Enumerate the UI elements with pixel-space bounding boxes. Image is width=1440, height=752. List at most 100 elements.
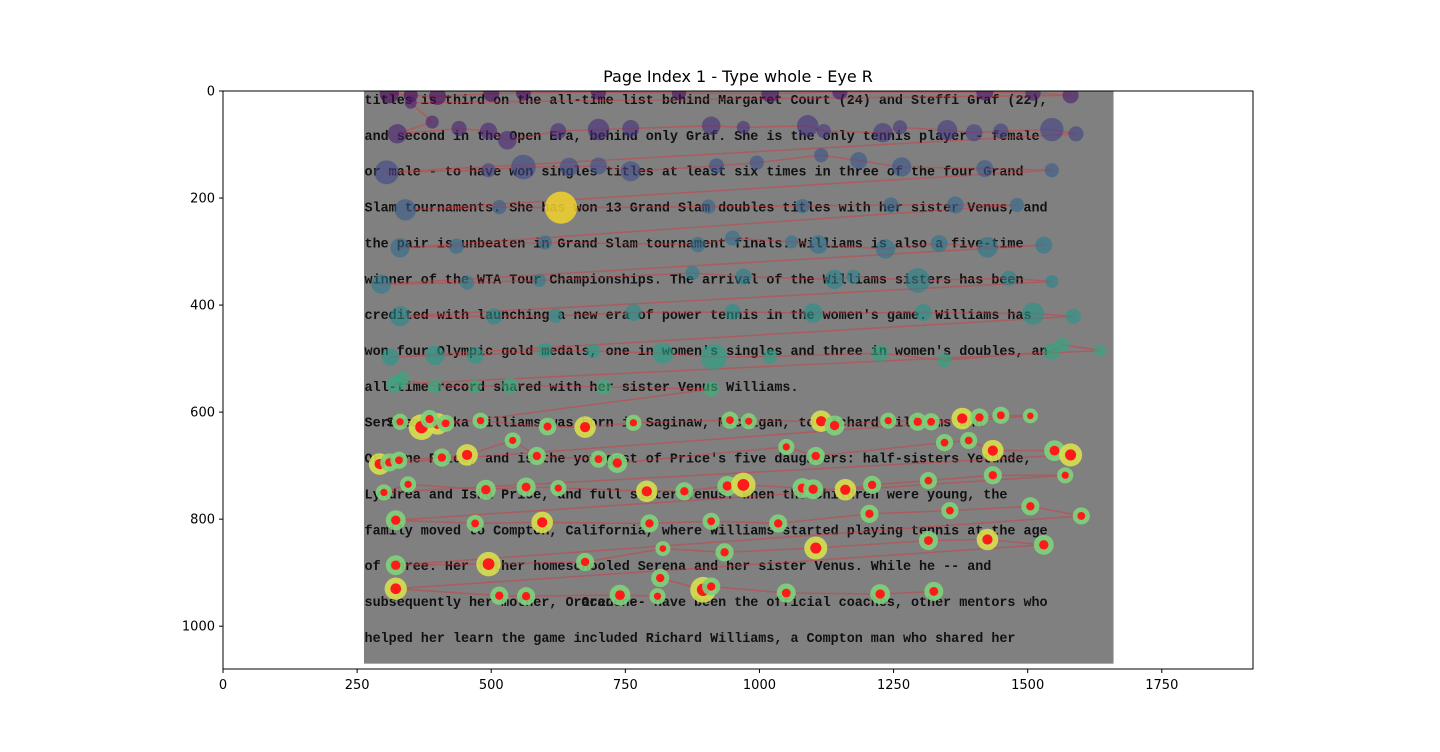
current-fixation-point bbox=[380, 488, 388, 497]
current-fixation-point bbox=[495, 591, 504, 600]
fixation-point bbox=[1025, 91, 1041, 101]
fixation-point bbox=[468, 379, 482, 393]
chart-title: Page Index 1 - Type whole - Eye R bbox=[603, 67, 873, 86]
fixation-point bbox=[483, 91, 500, 102]
current-fixation-point bbox=[1039, 540, 1049, 550]
x-tick-label: 1750 bbox=[1145, 678, 1178, 693]
current-fixation-point bbox=[629, 419, 638, 427]
current-fixation-point bbox=[521, 482, 531, 492]
fixation-point bbox=[532, 273, 547, 288]
current-fixation-point bbox=[680, 487, 689, 496]
text-line: of three. Her father homeschooled Serena… bbox=[365, 560, 992, 575]
current-fixation-point bbox=[653, 592, 662, 600]
fixation-point bbox=[708, 158, 725, 174]
fixation-point bbox=[824, 269, 845, 290]
current-fixation-point bbox=[737, 478, 750, 491]
fixation-point bbox=[587, 118, 610, 141]
x-axis: 0 250 500 750 1000 1250 1500 1750 bbox=[219, 669, 1178, 693]
fixation-point bbox=[735, 268, 752, 285]
axes-frame bbox=[222, 90, 1254, 670]
current-fixation-point bbox=[975, 413, 984, 422]
fixation-point bbox=[550, 123, 567, 140]
current-fixation-point bbox=[840, 484, 851, 495]
current-fixation-point bbox=[1061, 471, 1069, 479]
fixation-point bbox=[976, 160, 994, 178]
current-fixation-point bbox=[1026, 502, 1035, 511]
fixation-point bbox=[1035, 236, 1053, 254]
current-fixation-point bbox=[481, 485, 491, 495]
fixation-point bbox=[466, 346, 484, 364]
fixations bbox=[368, 91, 1107, 606]
fixation-point bbox=[1009, 197, 1025, 213]
current-fixation-point bbox=[982, 534, 993, 545]
current-fixation-point bbox=[924, 476, 933, 485]
y-tick-label: 800 bbox=[190, 513, 215, 528]
current-fixation-point bbox=[867, 480, 877, 490]
fixation-point bbox=[803, 303, 823, 323]
fixation-point bbox=[1045, 274, 1059, 289]
current-fixation-point bbox=[391, 515, 401, 525]
fixation-point bbox=[516, 91, 531, 101]
fixation-point bbox=[596, 379, 612, 395]
fixation-point bbox=[809, 235, 828, 254]
fixation-point bbox=[1065, 308, 1081, 324]
current-fixation-point bbox=[875, 589, 885, 599]
fixation-point bbox=[620, 161, 641, 182]
fixation-point bbox=[763, 349, 778, 364]
current-fixation-point bbox=[396, 418, 404, 426]
fixation-point bbox=[586, 344, 601, 359]
fixation-point bbox=[891, 157, 912, 177]
fixation-point bbox=[795, 198, 810, 214]
current-fixation-point bbox=[579, 421, 591, 433]
fixation-point bbox=[379, 91, 399, 104]
fixation-point bbox=[481, 163, 496, 178]
fixation-point bbox=[873, 123, 893, 143]
current-fixation-point bbox=[580, 557, 590, 567]
current-fixation-point bbox=[641, 486, 652, 497]
fixation-point bbox=[946, 196, 964, 214]
current-fixation-point bbox=[774, 519, 783, 528]
fixation-point bbox=[797, 115, 819, 137]
x-tick-label: 1000 bbox=[743, 678, 776, 693]
y-tick-label: 0 bbox=[207, 85, 215, 100]
current-fixation-point bbox=[945, 506, 954, 515]
current-fixation-point bbox=[441, 419, 450, 428]
current-fixation-point bbox=[543, 422, 552, 431]
fixation-point bbox=[875, 239, 896, 259]
y-axis: 0 200 400 600 800 1000 bbox=[182, 85, 223, 635]
fixation-point bbox=[850, 152, 868, 170]
current-fixation-point bbox=[1027, 412, 1034, 420]
current-fixation-point bbox=[816, 416, 827, 427]
current-fixation-point bbox=[782, 443, 790, 451]
current-fixation-point bbox=[612, 458, 622, 468]
fixation-point bbox=[905, 268, 931, 293]
fixation-point bbox=[374, 160, 399, 185]
current-fixation-point bbox=[482, 558, 495, 571]
y-tick-label: 1000 bbox=[182, 620, 215, 635]
fixation-point bbox=[1055, 337, 1070, 352]
current-fixation-point bbox=[404, 480, 412, 488]
fixation-point bbox=[548, 308, 563, 323]
current-fixation-point bbox=[594, 455, 603, 464]
fixation-point bbox=[559, 157, 579, 177]
text-line: helped her learn the game included Richa… bbox=[365, 632, 1016, 647]
current-fixation-point bbox=[987, 445, 998, 456]
fixation-point bbox=[1040, 117, 1064, 142]
y-tick-label: 400 bbox=[190, 299, 215, 314]
fixation-point bbox=[652, 342, 674, 364]
current-fixation-point bbox=[722, 481, 732, 491]
fixation-point bbox=[1062, 91, 1079, 104]
current-fixation-point bbox=[924, 536, 933, 545]
fixation-point bbox=[387, 124, 408, 144]
current-fixation-point bbox=[395, 456, 403, 465]
fixation-point bbox=[1044, 163, 1059, 178]
current-fixation-point bbox=[554, 484, 562, 492]
current-fixation-point bbox=[521, 592, 531, 601]
text-line: and second in the Open Era, behind only … bbox=[365, 130, 1040, 145]
fixation-point bbox=[736, 120, 750, 134]
x-tick-label: 750 bbox=[613, 678, 638, 693]
current-fixation-point bbox=[659, 545, 667, 552]
current-fixation-point bbox=[726, 416, 734, 425]
fixation-point bbox=[371, 274, 391, 294]
